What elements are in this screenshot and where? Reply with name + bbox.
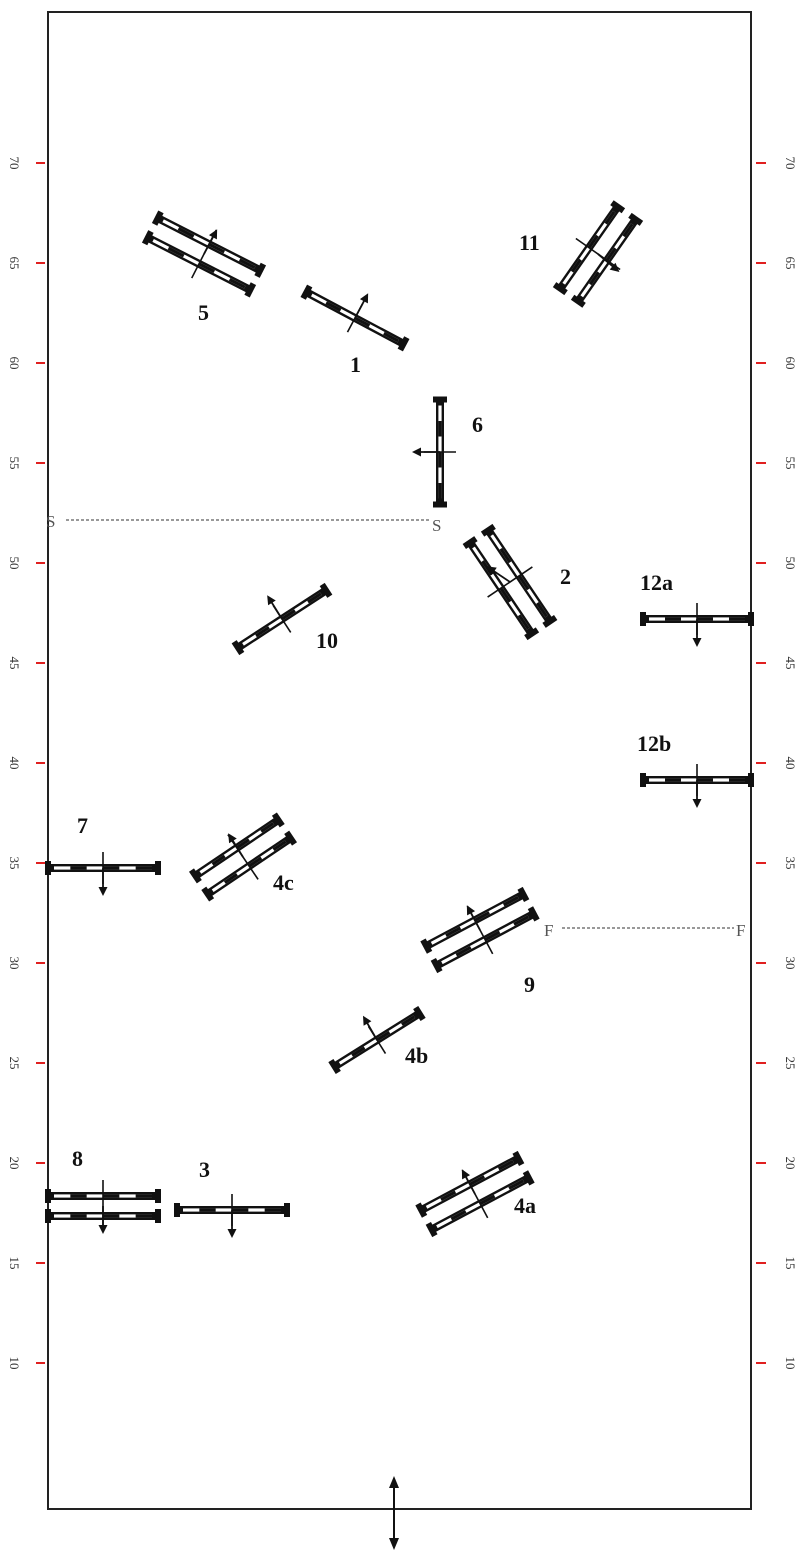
left-tick-label: 20 [7, 1157, 22, 1170]
right-tick-label: 35 [783, 857, 798, 870]
obstacle-label: 6 [472, 412, 483, 437]
obstacle-label: 12a [640, 570, 673, 595]
fence-2 [462, 523, 558, 641]
direction-arrow-icon [363, 1015, 378, 1041]
left-scale: 70 65 60 55 50 45 40 35 30 25 20 15 10 [7, 157, 45, 1370]
left-tick-label: 35 [7, 857, 22, 870]
left-tick-label: 40 [7, 757, 22, 770]
right-tick-label: 50 [783, 557, 798, 570]
direction-arrow-icon [461, 1169, 476, 1195]
obstacle-fences [45, 200, 754, 1238]
obstacle-label: 4b [405, 1043, 428, 1068]
right-tick-label: 55 [783, 457, 798, 470]
left-tick-label: 60 [7, 357, 22, 370]
direction-arrow-icon [597, 253, 620, 272]
obstacle-label: 8 [72, 1146, 83, 1171]
right-tick-label: 25 [783, 1057, 798, 1070]
direction-arrow-icon [486, 566, 511, 583]
left-tick-label: 10 [7, 1357, 22, 1370]
direction-arrow-icon [692, 780, 702, 808]
left-tick-label: 45 [7, 657, 22, 670]
right-tick-label: 15 [783, 1257, 798, 1270]
direction-arrow-icon [267, 595, 283, 620]
finish-line: F F [544, 921, 745, 940]
direction-arrow-icon [466, 905, 481, 931]
right-tick-label: 65 [783, 257, 798, 270]
direction-arrow-icon [354, 293, 369, 319]
start-line-label-right: S [432, 516, 441, 535]
arena-border [47, 11, 752, 1510]
direction-arrow-icon [228, 833, 244, 858]
direction-arrow-icon [227, 1210, 237, 1238]
left-tick-label: 65 [7, 257, 22, 270]
start-line: S S [46, 512, 441, 535]
left-tick-label: 50 [7, 557, 22, 570]
obstacle-label: 11 [519, 230, 540, 255]
fence-center-mark [575, 237, 621, 271]
right-tick-label: 30 [783, 957, 798, 970]
left-tick-label: 25 [7, 1057, 22, 1070]
entry-arrow-icon [389, 1476, 399, 1550]
direction-arrow-icon [98, 868, 108, 896]
direction-arrow-icon [412, 447, 440, 457]
obstacle-label: 7 [77, 813, 88, 838]
obstacle-label: 5 [198, 300, 209, 325]
finish-line-label-left: F [544, 921, 553, 940]
left-tick-label: 15 [7, 1257, 22, 1270]
right-scale: 70 65 60 55 50 45 40 35 30 25 20 15 10 [756, 157, 798, 1370]
obstacle-label: 4a [514, 1193, 536, 1218]
left-tick-label: 55 [7, 457, 22, 470]
obstacle-label: 10 [316, 628, 338, 653]
right-tick-label: 40 [783, 757, 798, 770]
finish-line-label-right: F [736, 921, 745, 940]
right-tick-label: 10 [783, 1357, 798, 1370]
obstacle-label: 3 [199, 1157, 210, 1182]
direction-arrow-icon [692, 619, 702, 647]
obstacle-label: 4c [273, 870, 294, 895]
obstacle-label: 9 [524, 972, 535, 997]
right-tick-label: 20 [783, 1157, 798, 1170]
start-line-label-left: S [46, 512, 55, 531]
obstacle-labels: 1 2 3 4a 4b 4c 5 6 7 8 9 10 11 12a 12b [72, 230, 673, 1218]
left-tick-label: 30 [7, 957, 22, 970]
obstacle-label: 2 [560, 564, 571, 589]
obstacle-label: 12b [637, 731, 671, 756]
right-tick-label: 70 [783, 157, 798, 170]
direction-arrow-icon [98, 1206, 108, 1234]
fence-11 [552, 200, 644, 308]
obstacle-label: 1 [350, 352, 361, 377]
direction-arrow-icon [203, 229, 218, 255]
right-tick-label: 45 [783, 657, 798, 670]
right-tick-label: 60 [783, 357, 798, 370]
left-tick-label: 70 [7, 157, 22, 170]
